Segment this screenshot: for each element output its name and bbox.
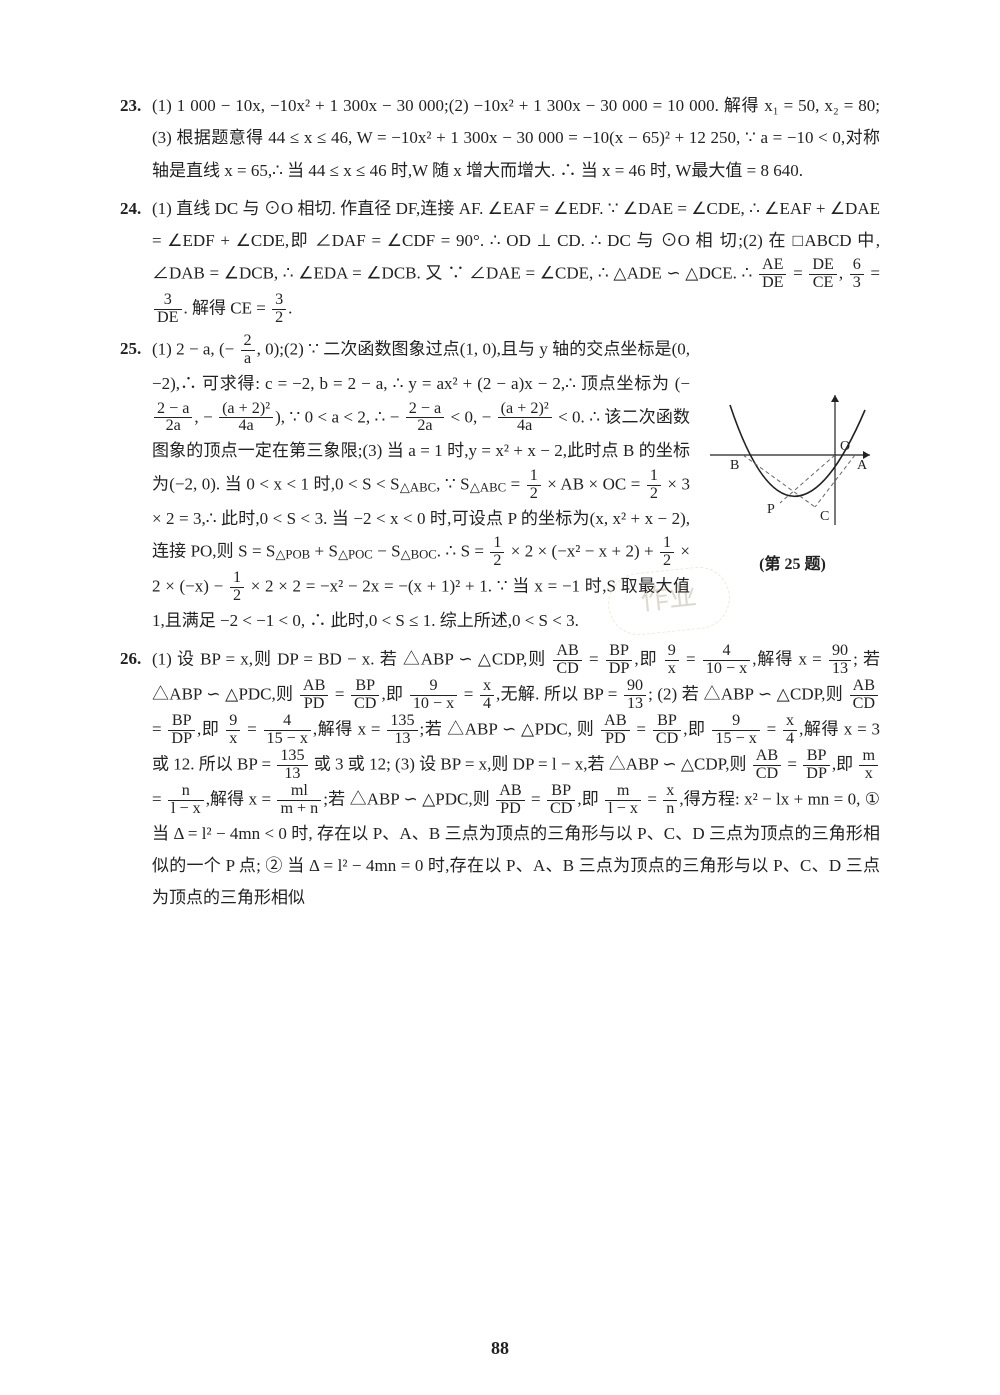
- problem-number: 26.: [120, 643, 152, 675]
- problem-26: 26. (1) 设 BP = x,则 DP = BD − x. 若 △ABP ∽…: [120, 643, 880, 914]
- figure-caption: (第 25 题): [705, 550, 880, 580]
- figure-25: O A B C P (第 25 题): [705, 385, 880, 581]
- problem-number: 23.: [120, 90, 152, 122]
- label-B: B: [730, 458, 739, 473]
- label-C: C: [820, 509, 829, 524]
- problem-body: (1) 直线 DC 与 ⊙O 相切. 作直径 DF,连接 AF. ∠EAF = …: [152, 193, 880, 327]
- problem-number: 25.: [120, 333, 152, 365]
- label-P: P: [767, 502, 775, 517]
- page-number: 88: [0, 1331, 1000, 1365]
- label-O: O: [840, 439, 850, 454]
- page: 23. (1) 1 000 − 10x, −10x² + 1 300x − 30…: [0, 0, 1000, 1395]
- problem-23: 23. (1) 1 000 − 10x, −10x² + 1 300x − 30…: [120, 90, 880, 187]
- problem-body: (1) 设 BP = x,则 DP = BD − x. 若 △ABP ∽ △CD…: [152, 643, 880, 914]
- parabola-diagram: O A B C P: [705, 385, 880, 535]
- problem-number: 24.: [120, 193, 152, 225]
- problem-body: (1) 1 000 − 10x, −10x² + 1 300x − 30 000…: [152, 90, 880, 187]
- problem-24: 24. (1) 直线 DC 与 ⊙O 相切. 作直径 DF,连接 AF. ∠EA…: [120, 193, 880, 327]
- label-A: A: [857, 458, 868, 473]
